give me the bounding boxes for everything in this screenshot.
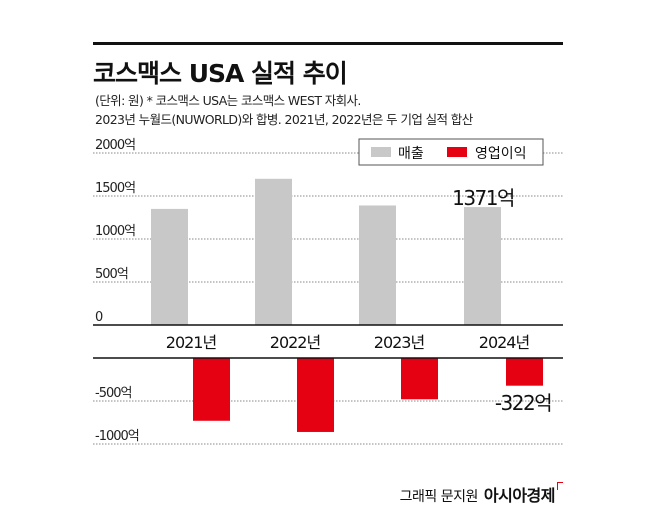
legend-swatch-revenue bbox=[371, 147, 391, 157]
x-tick-label: 2021년 bbox=[166, 333, 217, 352]
revenue-bar bbox=[151, 208, 188, 325]
revenue-bar bbox=[359, 205, 396, 325]
revenue-bar bbox=[464, 207, 501, 325]
operating-profit-bar bbox=[401, 358, 438, 400]
x-tick-label: 2024년 bbox=[479, 333, 530, 352]
chart-title: 코스맥스 USA 실적 추이 bbox=[93, 59, 348, 88]
y-tick-label: 1500억 bbox=[95, 181, 135, 196]
profit-2024-label: -322억 bbox=[495, 391, 551, 415]
unit-note: (단위: 원) * 코스맥스 USA는 코스맥스 WEST 자회사. bbox=[95, 93, 361, 108]
merger-note: 2023년 누월드(NUWORLD)와 합병. 2021년, 2022년은 두 … bbox=[95, 112, 473, 127]
legend-label-revenue: 매출 bbox=[398, 146, 424, 162]
top-rule bbox=[93, 42, 563, 45]
x-tick-label: 2023년 bbox=[374, 333, 425, 352]
operating-profit-bar bbox=[297, 358, 334, 432]
y-tick-label: 500억 bbox=[95, 267, 128, 282]
y-tick-label: -500억 bbox=[95, 386, 132, 401]
publisher-logo: 아시아경제 bbox=[483, 486, 556, 505]
graphic-credit: 그래픽 문지원 bbox=[399, 489, 479, 505]
x-tick-label: 2022년 bbox=[270, 333, 321, 352]
y-tick-label: 1000억 bbox=[95, 224, 135, 239]
logo-mark-icon bbox=[557, 482, 563, 490]
revenue-2024-label: 1371억 bbox=[452, 186, 514, 210]
revenue-bar bbox=[255, 178, 292, 325]
legend-swatch-operating-profit bbox=[447, 147, 467, 157]
operating-profit-bar bbox=[506, 358, 543, 386]
legend-label-operating-profit: 영업이익 bbox=[475, 146, 527, 162]
y-tick-label: -1000억 bbox=[95, 429, 139, 444]
footer: 그래픽 문지원 아시아경제 bbox=[400, 482, 563, 506]
y-tick-label: 0 bbox=[95, 310, 103, 325]
operating-profit-bar bbox=[193, 358, 230, 421]
y-tick-label: 2000억 bbox=[95, 138, 135, 153]
